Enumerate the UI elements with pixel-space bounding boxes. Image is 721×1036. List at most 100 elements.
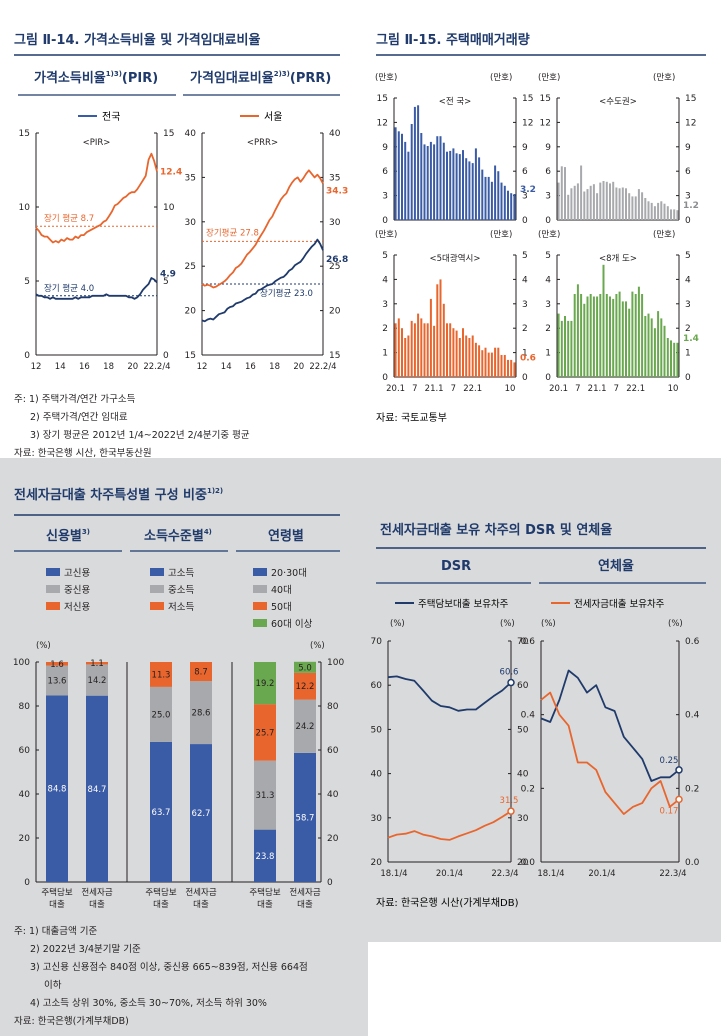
fig15-panel-4-bar <box>657 311 660 377</box>
lease-segment-label: 31.3 <box>256 791 275 801</box>
fig15-panel-4-bar <box>628 308 631 377</box>
fig15-panel-2-bar <box>618 188 621 220</box>
dsr-lease-end-marker <box>507 807 515 815</box>
fig14-title: 그림 Ⅱ-14. 가격소득비율 및 가격임대료비율 <box>14 32 260 48</box>
lease-xlabel-line1: 주택담보 <box>145 887 176 898</box>
delinq-header: 연체율 <box>598 558 634 574</box>
fig15-panel-2-bar <box>602 181 605 220</box>
fig15-panel-4-bar <box>570 320 573 377</box>
fig15-panel-2-ytick-left: 6 <box>545 167 551 177</box>
fig15-panel-1-ytick-left: 15 <box>377 94 388 104</box>
prr-header: 가격임대료비율2)3)(PRR) <box>190 70 331 86</box>
fig15-panel-2-bar <box>666 206 669 220</box>
lease-ytick-left: 0 <box>24 878 30 888</box>
fig15-panel-2-bar <box>586 189 589 220</box>
pir-ytick-left: 5 <box>24 277 30 287</box>
lease-stack-segment <box>46 665 68 696</box>
lease-ytick-left: 80 <box>19 702 31 712</box>
lease-legend-label: 중소득 <box>168 585 194 596</box>
pir-ytick-right: 0 <box>163 351 169 361</box>
prr-ytick-right: 20 <box>329 307 341 317</box>
fig15-panel-4-bar <box>618 291 621 377</box>
lease-segment-label: 84.8 <box>48 785 67 795</box>
fig15-panel-4-unit-left: (만호) <box>538 230 560 240</box>
lease-stack-segment <box>294 661 316 673</box>
fig15-panel-1-bar <box>407 151 410 220</box>
lease-note: 자료: 한국은행(가계부채DB) <box>14 1015 129 1027</box>
fig15-panel-4-bar <box>560 320 563 377</box>
prr-xtick: 12 <box>197 362 208 372</box>
fig15-panel-3-bar <box>407 335 410 377</box>
lease-legend-swatch <box>253 568 267 576</box>
prr-xtick: 22.2/4 <box>309 362 336 372</box>
prr-xtick: 16 <box>245 362 256 372</box>
lease-segment-label: 28.6 <box>192 709 211 719</box>
fig15-panel-2-bar <box>621 187 624 220</box>
lease-col-age: 연령별 <box>268 528 304 544</box>
lease-xlabel-line1: 전세자금 <box>289 887 320 898</box>
delinq-xtick: 20.1/4 <box>588 869 615 879</box>
fig15-panel-3-ytick-right: 5 <box>522 251 528 261</box>
prr-ytick-left: 40 <box>185 129 197 139</box>
fig15-panel-2-bar <box>612 181 615 220</box>
fig15-panel-4-xtick: 7 <box>614 384 619 394</box>
fig15-panel-1-ytick-right: 15 <box>522 94 533 104</box>
fig15-panel-4-ytick-right: 4 <box>685 275 691 285</box>
prr-national-avg-label: 장기평균 23.0 <box>260 288 313 299</box>
pir-xtick: 12 <box>31 362 42 372</box>
fig15-panel-1-bar <box>481 169 484 220</box>
fig15-panel-1-bar <box>503 185 506 220</box>
prr-seoul-end-label: 34.3 <box>326 187 348 197</box>
delinq-mortgage-end-label: 0.25 <box>660 756 679 766</box>
fig15-panel-4-ytick-left: 1 <box>545 349 551 359</box>
pir-xtick: 20 <box>127 362 138 372</box>
lease-stack-segment <box>254 829 276 882</box>
prr-ytick-left: 35 <box>185 173 196 183</box>
fig15-panel-2-ytick-right: 9 <box>685 143 691 153</box>
lease-segment-label: 19.2 <box>256 679 275 689</box>
fig15-panel-4-bar <box>586 296 589 377</box>
fig15-panel-4-bar <box>580 294 583 377</box>
pir-xtick: 14 <box>55 362 66 372</box>
lease-segment-label: 11.3 <box>152 670 171 680</box>
lease-stack-segment <box>190 681 212 744</box>
prr-ytick-left: 25 <box>185 262 196 272</box>
prr-ytick-left: 15 <box>185 351 196 361</box>
lease-stack-segment <box>254 704 276 761</box>
fig15-panel-3-bar <box>484 347 487 377</box>
fig15-panel-1-bar <box>474 148 477 220</box>
lease-legend-label: 40대 <box>271 585 292 596</box>
fig15-panel-1-bar <box>439 136 442 220</box>
prr-xtick: 18 <box>269 362 280 372</box>
dsr-ytick-right: 60 <box>517 681 529 691</box>
fig15-panel-1-bar <box>423 144 426 220</box>
pir-national-end-label: 4.9 <box>160 269 176 279</box>
fig15-panel-4-ytick-right: 5 <box>685 251 691 261</box>
fig14-note: 자료: 한국은행 시산, 한국부동산원 <box>14 447 152 459</box>
fig15-panel-1-bar <box>497 171 500 220</box>
fig15-panel-3-bar <box>465 335 468 377</box>
fig15-panel-2-ytick-left: 3 <box>545 192 551 202</box>
fig15-panel-3-bar <box>413 323 416 377</box>
prr-legend-label: 서울 <box>264 111 282 123</box>
fig15-panel-2-bar <box>641 192 644 220</box>
lease-xlabel-line2: 대출 <box>257 899 273 910</box>
fig15-panel-3-end-label: 0.6 <box>520 353 536 363</box>
fig15-panel-4-bar <box>567 320 570 377</box>
prr-seoul-line <box>201 169 324 289</box>
fig15-panel-1-bar <box>478 157 481 220</box>
lease-segment-label: 58.7 <box>296 813 315 823</box>
fig15-panel-3-bar <box>510 359 513 377</box>
fig15-panel-2-unit-right: (만호) <box>653 73 675 83</box>
fig15-panel-4-bar <box>641 294 644 377</box>
fig15-panel-4-bar <box>644 316 647 377</box>
fig15-panel-3-xtick: 10 <box>505 384 516 394</box>
delinq-xtick: 22.3/4 <box>659 869 686 879</box>
fig15-panel-3-bar <box>471 335 474 377</box>
delinq-mortgage-line <box>540 669 680 782</box>
fig15-panel-4-xtick: 7 <box>575 384 580 394</box>
fig15-panel-3-bar <box>497 347 500 377</box>
prr-seoul-avg-label: 장기평균 27.8 <box>206 227 259 238</box>
lease-note: 3) 고신용 신용점수 840점 이상, 중신용 665~839점, 저신용 6… <box>30 961 308 973</box>
lease-stack-segment <box>150 686 172 742</box>
